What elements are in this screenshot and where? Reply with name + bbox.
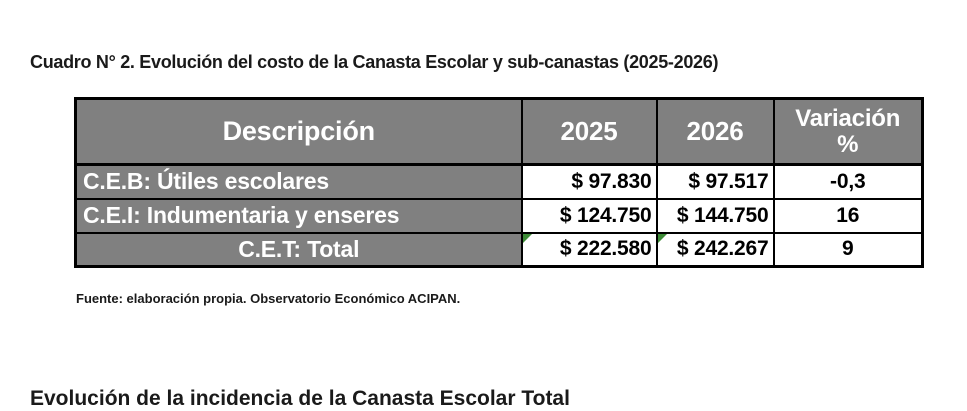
value-ceb-2025: $ 97.830	[520, 163, 658, 200]
value-cet-2025-text: $ 222.580	[559, 237, 652, 261]
table-row-ceb: C.E.B: Útiles escolares $ 97.830 $ 97.51…	[74, 163, 924, 200]
value-ceb-variacion: -0,3	[772, 163, 924, 200]
table-row-cei: C.E.I: Indumentaria y enseres $ 124.750 …	[74, 197, 924, 234]
value-cei-2025: $ 124.750	[520, 197, 658, 234]
value-cet-2026-text: $ 242.267	[676, 237, 769, 261]
table-caption: Cuadro N° 2. Evolución del costo de la C…	[30, 52, 719, 72]
cell-error-triangle-icon	[658, 234, 667, 243]
source-note: Fuente: elaboración propia. Observatorio…	[76, 291, 461, 306]
value-cet-variacion: 9	[772, 231, 924, 268]
col-header-2025: 2025	[520, 97, 658, 166]
value-cei-2026: $ 144.750	[655, 197, 775, 234]
table-row-cet-total: C.E.T: Total $ 222.580 $ 242.267 9	[74, 231, 924, 268]
value-cet-2025: $ 222.580	[520, 231, 658, 268]
col-header-descripcion: Descripción	[74, 97, 523, 166]
row-label-cei: C.E.I: Indumentaria y enseres	[74, 197, 523, 234]
header-row: Descripción 2025 2026 Variación %	[74, 97, 924, 166]
value-cet-2026: $ 242.267	[655, 231, 775, 268]
row-label-ceb: C.E.B: Útiles escolares	[74, 163, 523, 200]
col-header-2026: 2026	[655, 97, 775, 166]
canasta-escolar-table: Descripción 2025 2026 Variación % C.E.B:…	[74, 97, 924, 268]
row-label-cet-total: C.E.T: Total	[74, 231, 523, 268]
cell-error-triangle-icon	[523, 234, 532, 243]
next-section-heading-clipped: Evolución de la incidencia de la Canasta…	[30, 387, 570, 410]
value-ceb-2026: $ 97.517	[655, 163, 775, 200]
value-cei-variacion: 16	[772, 197, 924, 234]
col-header-variacion: Variación %	[772, 97, 924, 166]
